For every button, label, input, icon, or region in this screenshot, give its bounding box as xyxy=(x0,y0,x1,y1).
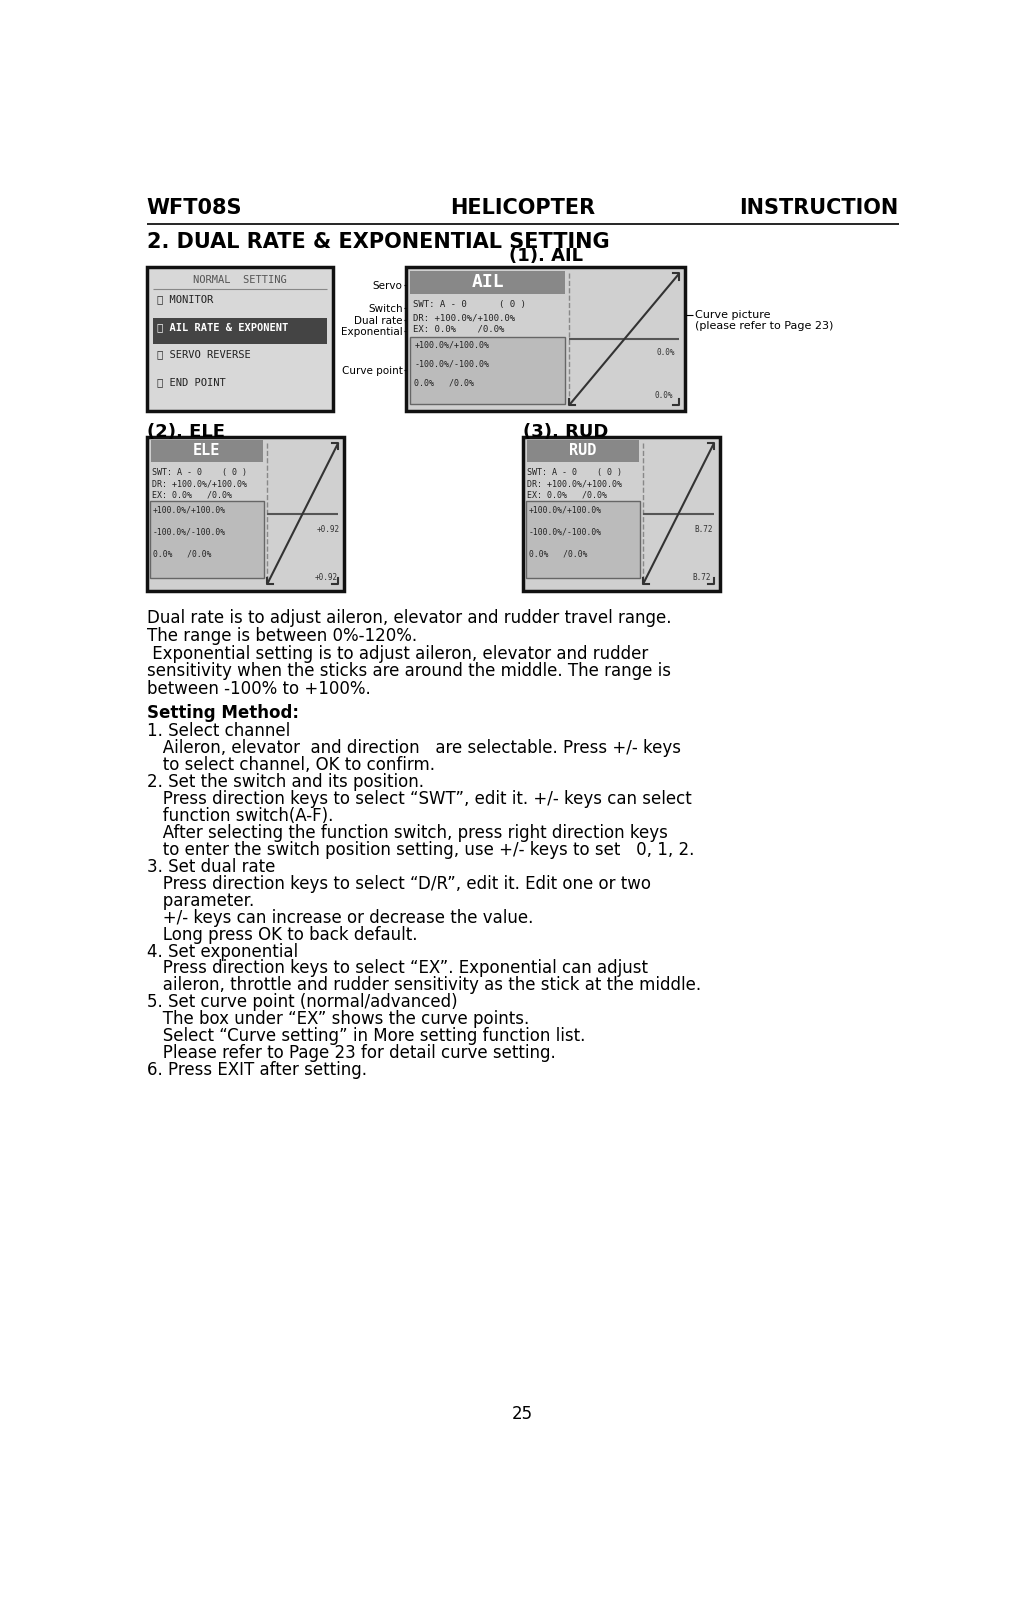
Text: (2). ELE: (2). ELE xyxy=(147,423,224,441)
Text: 0.0%: 0.0% xyxy=(655,348,674,356)
Text: AIL: AIL xyxy=(471,273,503,291)
Text: 6. Press EXIT after setting.: 6. Press EXIT after setting. xyxy=(147,1061,367,1079)
Text: 5. Set curve point (normal/advanced): 5. Set curve point (normal/advanced) xyxy=(147,994,458,1012)
Bar xyxy=(153,318,326,344)
Text: 0.0%   /0.0%: 0.0% /0.0% xyxy=(153,550,211,558)
Text: After selecting the function switch, press right direction keys: After selecting the function switch, pre… xyxy=(147,825,667,842)
Text: (3). RUD: (3). RUD xyxy=(522,423,607,441)
Text: ① MONITOR: ① MONITOR xyxy=(157,294,213,304)
Text: RUD: RUD xyxy=(569,443,595,457)
Text: parameter.: parameter. xyxy=(147,892,254,909)
Text: -100.0%/-100.0%: -100.0%/-100.0% xyxy=(153,527,226,537)
Bar xyxy=(410,272,565,294)
Text: DR: +100.0%/+100.0%: DR: +100.0%/+100.0% xyxy=(413,313,515,323)
Bar xyxy=(151,441,263,462)
Text: Servo: Servo xyxy=(372,281,403,291)
Text: The box under “EX” shows the curve points.: The box under “EX” shows the curve point… xyxy=(147,1010,529,1028)
Bar xyxy=(150,502,264,578)
Text: DR: +100.0%/+100.0%: DR: +100.0%/+100.0% xyxy=(527,479,622,489)
Text: ③ SERVO REVERSE: ③ SERVO REVERSE xyxy=(157,350,251,360)
Text: DR: +100.0%/+100.0%: DR: +100.0%/+100.0% xyxy=(152,479,247,489)
Text: NORMAL  SETTING: NORMAL SETTING xyxy=(193,275,286,284)
Text: B.72: B.72 xyxy=(692,574,710,582)
Text: EX: 0.0%    /0.0%: EX: 0.0% /0.0% xyxy=(413,324,503,334)
Text: between -100% to +100%.: between -100% to +100%. xyxy=(147,679,370,698)
Text: +100.0%/+100.0%: +100.0%/+100.0% xyxy=(529,507,601,515)
Text: INSTRUCTION: INSTRUCTION xyxy=(739,198,898,217)
Text: 2. Set the switch and its position.: 2. Set the switch and its position. xyxy=(147,773,424,791)
Bar xyxy=(407,267,685,411)
Text: B.72: B.72 xyxy=(693,526,712,534)
Text: 0.0%   /0.0%: 0.0% /0.0% xyxy=(414,379,474,388)
Text: +100.0%/+100.0%: +100.0%/+100.0% xyxy=(414,340,489,350)
Text: EX: 0.0%   /0.0%: EX: 0.0% /0.0% xyxy=(152,491,231,500)
Text: 3. Set dual rate: 3. Set dual rate xyxy=(147,858,275,876)
Text: 0.0%   /0.0%: 0.0% /0.0% xyxy=(529,550,587,558)
Text: 0.0%: 0.0% xyxy=(654,392,673,400)
Text: sensitivity when the sticks are around the middle. The range is: sensitivity when the sticks are around t… xyxy=(147,662,671,681)
Text: WFT08S: WFT08S xyxy=(147,198,243,217)
Text: function switch(A-F).: function switch(A-F). xyxy=(147,807,333,825)
Text: 1. Select channel: 1. Select channel xyxy=(147,722,289,740)
Text: Press direction keys to select “SWT”, edit it. +/- keys can select: Press direction keys to select “SWT”, ed… xyxy=(147,789,691,809)
Text: SWT: A - 0    ( 0 ): SWT: A - 0 ( 0 ) xyxy=(152,468,247,478)
Text: 4. Set exponential: 4. Set exponential xyxy=(147,943,298,960)
Text: ELE: ELE xyxy=(193,443,220,457)
Bar xyxy=(522,436,719,591)
Text: The range is between 0%-120%.: The range is between 0%-120%. xyxy=(147,626,417,646)
Bar xyxy=(147,436,344,591)
Text: Select “Curve setting” in More setting function list.: Select “Curve setting” in More setting f… xyxy=(147,1028,585,1045)
Text: ④ END POINT: ④ END POINT xyxy=(157,377,225,387)
Text: +100.0%/+100.0%: +100.0%/+100.0% xyxy=(153,507,226,515)
Text: Press direction keys to select “D/R”, edit it. Edit one or two: Press direction keys to select “D/R”, ed… xyxy=(147,874,655,893)
Text: +0.92: +0.92 xyxy=(316,526,339,534)
Text: HELICOPTER: HELICOPTER xyxy=(449,198,595,217)
Text: Press direction keys to select “EX”. Exponential can adjust: Press direction keys to select “EX”. Exp… xyxy=(147,959,652,978)
Text: Please refer to Page 23 for detail curve setting.: Please refer to Page 23 for detail curve… xyxy=(147,1043,555,1063)
Text: Aileron, elevator  and direction   are selectable. Press +/- keys: Aileron, elevator and direction are sele… xyxy=(147,740,681,757)
Text: aileron, throttle and rudder sensitivity as the stick at the middle.: aileron, throttle and rudder sensitivity… xyxy=(147,976,700,994)
Text: Setting Method:: Setting Method: xyxy=(147,703,299,722)
Text: -100.0%/-100.0%: -100.0%/-100.0% xyxy=(529,527,601,537)
Text: to select channel, OK to confirm.: to select channel, OK to confirm. xyxy=(147,756,434,773)
Text: +0.92: +0.92 xyxy=(315,574,338,582)
Text: +/- keys can increase or decrease the value.: +/- keys can increase or decrease the va… xyxy=(147,909,533,927)
Text: Switch: Switch xyxy=(368,304,403,315)
Text: ② AIL RATE & EXPONENT: ② AIL RATE & EXPONENT xyxy=(157,321,288,332)
Text: Exponential setting is to adjust aileron, elevator and rudder: Exponential setting is to adjust aileron… xyxy=(147,644,647,663)
Text: (1). AIL: (1). AIL xyxy=(508,248,583,265)
Text: 2. DUAL RATE & EXPONENTIAL SETTING: 2. DUAL RATE & EXPONENTIAL SETTING xyxy=(147,232,609,252)
Text: EX: 0.0%   /0.0%: EX: 0.0% /0.0% xyxy=(527,491,606,500)
Text: to enter the switch position setting, use +/- keys to set   0, 1, 2.: to enter the switch position setting, us… xyxy=(147,841,694,858)
Bar xyxy=(410,337,565,404)
Text: Curve picture
(please refer to Page 23): Curve picture (please refer to Page 23) xyxy=(694,310,833,331)
Text: Long press OK to back default.: Long press OK to back default. xyxy=(147,925,417,943)
Text: -100.0%/-100.0%: -100.0%/-100.0% xyxy=(414,360,489,369)
Text: Curve point: Curve point xyxy=(341,366,403,376)
Text: 25: 25 xyxy=(512,1405,533,1422)
Text: SWT: A - 0    ( 0 ): SWT: A - 0 ( 0 ) xyxy=(527,468,622,478)
Text: SWT: A - 0      ( 0 ): SWT: A - 0 ( 0 ) xyxy=(413,300,525,310)
Bar xyxy=(147,267,332,411)
Text: Dual rate is to adjust aileron, elevator and rudder travel range.: Dual rate is to adjust aileron, elevator… xyxy=(147,609,671,626)
Bar xyxy=(526,441,638,462)
Text: Dual rate: Dual rate xyxy=(354,316,403,326)
Bar xyxy=(526,502,639,578)
Text: Exponential: Exponential xyxy=(340,328,403,337)
